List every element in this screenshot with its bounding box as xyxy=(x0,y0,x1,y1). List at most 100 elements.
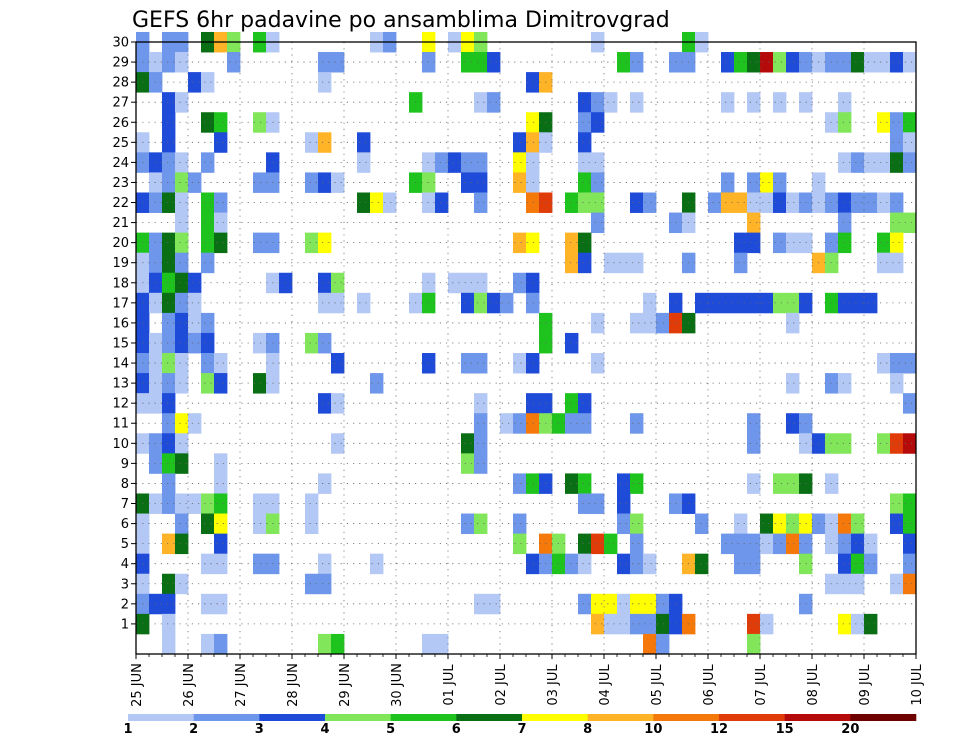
precip-cell xyxy=(591,613,605,635)
precip-cell xyxy=(175,152,189,173)
precip-cell xyxy=(526,192,540,213)
precip-cell xyxy=(578,593,592,615)
precip-cell xyxy=(513,353,527,374)
precip-cell xyxy=(214,212,228,234)
precip-cell xyxy=(656,613,670,635)
y-tick-label: 20 xyxy=(112,236,129,251)
precip-cell xyxy=(318,332,332,354)
precip-cell xyxy=(474,453,488,474)
precip-cell xyxy=(773,92,787,113)
precip-cell xyxy=(305,493,319,514)
precip-cell xyxy=(825,112,839,133)
precip-cell xyxy=(318,232,332,254)
y-tick-label: 2 xyxy=(121,597,129,612)
legend-swatch xyxy=(587,714,654,721)
y-tick-label: 4 xyxy=(121,557,129,572)
precip-cell xyxy=(214,533,228,555)
precip-cell xyxy=(578,112,592,133)
precip-cell xyxy=(175,272,189,294)
precip-cell xyxy=(877,353,891,374)
precip-cell xyxy=(422,292,436,314)
precip-cell xyxy=(877,433,891,454)
precip-cell xyxy=(357,192,371,213)
precip-cell xyxy=(838,212,852,234)
precip-cell xyxy=(864,292,878,314)
precip-cell xyxy=(162,393,176,414)
precip-cell xyxy=(747,433,761,454)
precip-cell xyxy=(760,533,774,555)
precip-cell xyxy=(864,553,878,575)
precip-cell xyxy=(617,553,631,575)
precip-cell xyxy=(591,533,605,555)
precip-cell xyxy=(591,312,605,334)
precip-cell xyxy=(890,192,904,213)
precip-cell xyxy=(578,132,592,153)
precip-cell xyxy=(175,312,189,334)
precip-cell xyxy=(175,92,189,113)
precip-cell xyxy=(214,553,228,575)
precip-cell xyxy=(526,413,540,434)
y-tick-label: 10 xyxy=(112,437,129,452)
x-tick-label: 07 JUL xyxy=(754,664,769,706)
y-tick-label: 9 xyxy=(121,457,129,472)
precip-cell xyxy=(578,232,592,254)
precip-cell xyxy=(890,232,904,254)
precip-cell xyxy=(201,493,215,514)
precip-cell xyxy=(305,172,319,193)
precip-cell xyxy=(877,232,891,254)
precip-cell xyxy=(513,272,527,294)
precip-cell xyxy=(825,573,839,595)
precip-cell xyxy=(253,112,267,133)
precip-cell xyxy=(773,473,787,494)
precip-cell xyxy=(903,353,917,374)
y-tick-label: 18 xyxy=(112,276,129,291)
precip-cell xyxy=(461,172,475,193)
precip-cell xyxy=(526,72,540,93)
precip-cell xyxy=(734,232,748,254)
precip-cell xyxy=(903,553,917,575)
precip-cell xyxy=(578,493,592,514)
precip-cell xyxy=(851,533,865,555)
precip-cell xyxy=(422,272,436,294)
y-tick-label: 28 xyxy=(112,76,129,91)
precip-cell xyxy=(786,192,800,213)
precip-cell xyxy=(643,312,657,334)
color-legend: 1 2 3 4 5 6 7 8 10 12 15 20 xyxy=(123,714,917,737)
precip-cell xyxy=(526,152,540,173)
precip-cell xyxy=(890,493,904,514)
precip-cell xyxy=(214,112,228,133)
precip-cell xyxy=(175,453,189,474)
precip-cell xyxy=(253,232,267,254)
precip-cell xyxy=(721,192,735,213)
precip-cell xyxy=(175,373,189,394)
precip-cell xyxy=(175,212,189,234)
precip-cell xyxy=(760,192,774,213)
precip-cell xyxy=(162,232,176,254)
precip-cell xyxy=(526,292,540,314)
precip-cell xyxy=(162,453,176,474)
precip-cell xyxy=(838,152,852,173)
precip-cell xyxy=(487,92,501,113)
precip-cell xyxy=(162,633,176,655)
precip-cell xyxy=(630,533,644,555)
precip-cell xyxy=(786,292,800,314)
precip-cell xyxy=(474,272,488,294)
precip-cell xyxy=(825,373,839,394)
precip-cell xyxy=(474,593,488,615)
precip-cell xyxy=(773,513,787,535)
precip-cell xyxy=(578,192,592,213)
precip-cell xyxy=(864,613,878,635)
precip-cell xyxy=(578,393,592,414)
precip-cell xyxy=(760,613,774,635)
precip-cell xyxy=(773,192,787,213)
precip-cell xyxy=(838,92,852,113)
precip-cell xyxy=(461,292,475,314)
precip-cell xyxy=(175,192,189,213)
precip-cell xyxy=(357,132,371,153)
precip-cell xyxy=(864,52,878,73)
precip-cell xyxy=(422,172,436,193)
precip-cell xyxy=(864,533,878,555)
precip-cell xyxy=(591,353,605,374)
precip-cell xyxy=(214,373,228,394)
precip-cell xyxy=(214,633,228,655)
